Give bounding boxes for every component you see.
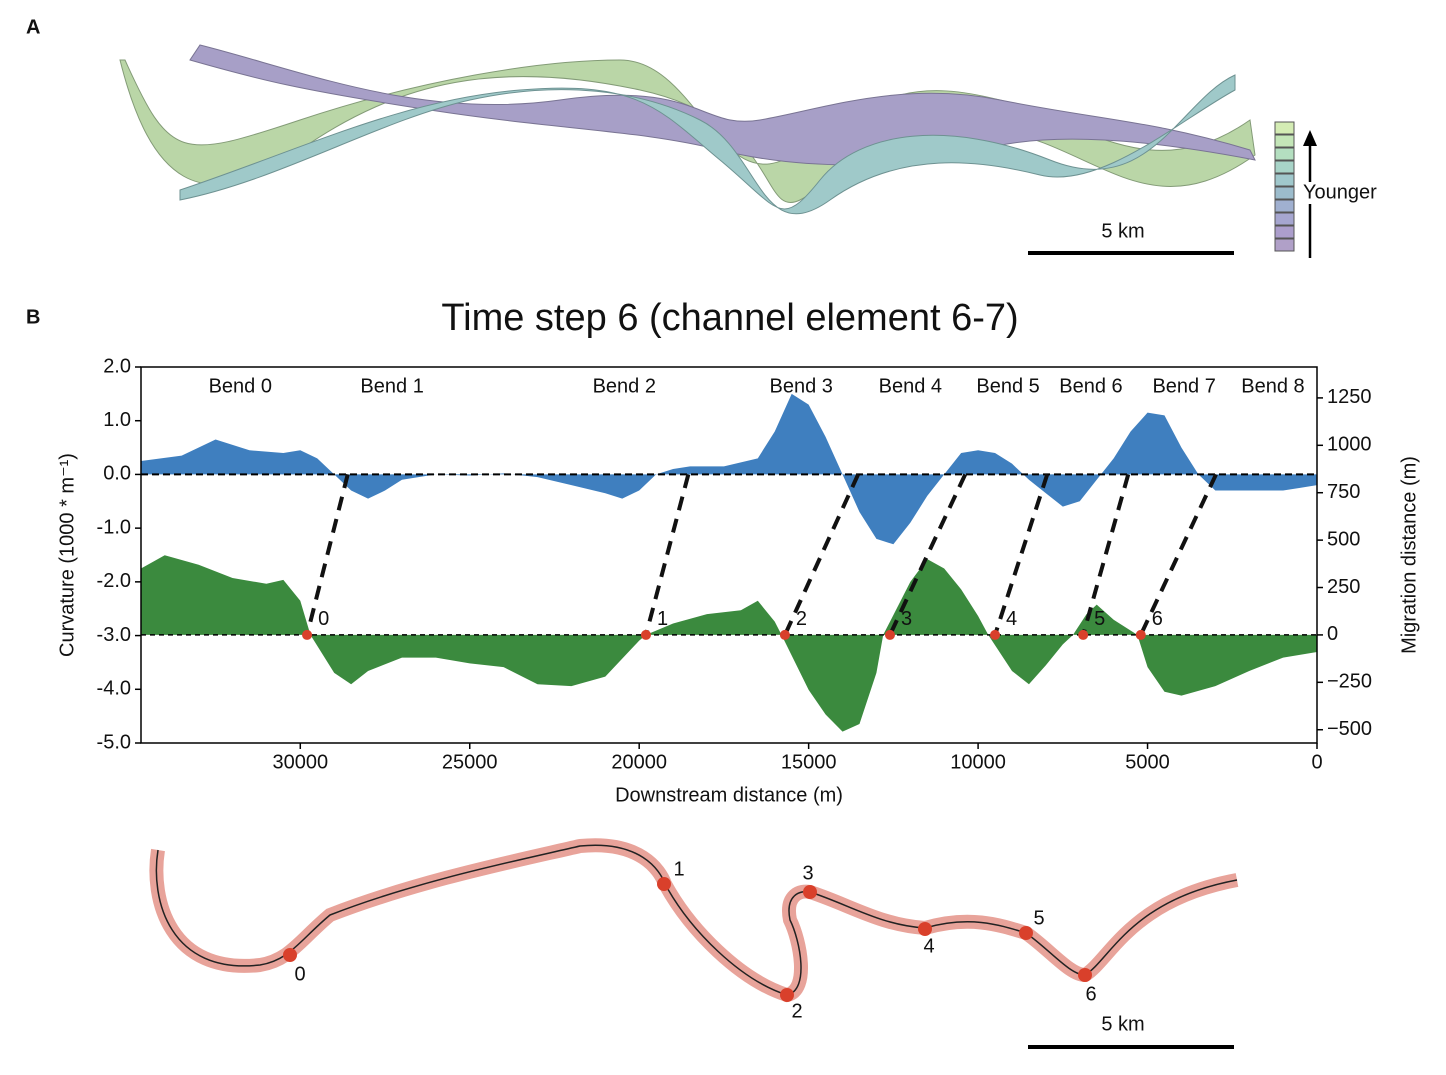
x-tick-label: 25000 <box>442 751 498 773</box>
y-tick-label: -2.0 <box>97 570 131 592</box>
y2-tick-label: 1000 <box>1327 434 1372 456</box>
y2-tick-label: −500 <box>1327 718 1372 740</box>
link-line <box>783 473 860 636</box>
inflection-point <box>884 629 895 640</box>
chart-title: Time step 6 (channel element 6-7) <box>441 297 1018 339</box>
point-label: 3 <box>802 862 813 884</box>
point-label: 5 <box>1094 608 1105 630</box>
link-line <box>888 473 968 636</box>
point-label: 0 <box>318 608 329 630</box>
point-label: 0 <box>294 963 305 985</box>
y-tick-label: 2.0 <box>103 355 131 377</box>
link-line <box>1081 473 1131 636</box>
point-label: 1 <box>657 608 668 630</box>
point-label: 4 <box>923 935 934 957</box>
point-label: 5 <box>1033 907 1044 929</box>
y-tick-label: 1.0 <box>103 409 131 431</box>
y-axis-label: Curvature (1000 * m⁻¹) <box>56 453 78 657</box>
y2-tick-label: 0 <box>1327 623 1338 645</box>
plot-frame <box>140 366 1318 744</box>
y2-tick-label: −250 <box>1327 671 1372 693</box>
point-label: 3 <box>901 608 912 630</box>
legend-text: Younger <box>1303 181 1377 203</box>
bend-label: Bend 6 <box>1059 375 1122 397</box>
link-line <box>993 473 1050 636</box>
y-tick-label: 0.0 <box>103 463 131 485</box>
bend-label: Bend 2 <box>593 375 656 397</box>
point-label: 4 <box>1006 608 1017 630</box>
y2-axis-label: Migration distance (m) <box>1398 456 1420 654</box>
y2-tick-label: 250 <box>1327 576 1360 598</box>
link-line <box>1138 473 1218 636</box>
y2-tick-label: 750 <box>1327 481 1360 503</box>
bend-label: Bend 4 <box>879 375 942 397</box>
inflection-point <box>779 629 790 640</box>
x-tick-label: 5000 <box>1125 751 1170 773</box>
point-label: 2 <box>791 1000 802 1022</box>
scale-bar-label: 5 km <box>1101 1013 1144 1035</box>
x-tick-label: 0 <box>1311 751 1322 773</box>
inflection-point <box>302 629 313 640</box>
channel-planform <box>149 838 1239 1003</box>
inflection-point <box>1078 629 1089 640</box>
inflection-point <box>640 629 651 640</box>
bend-label: Bend 3 <box>769 375 832 397</box>
bend-label: Bend 8 <box>1241 375 1304 397</box>
bend-label: Bend 1 <box>360 375 423 397</box>
scale-bar-label: 5 km <box>1101 220 1144 242</box>
y-tick-label: -1.0 <box>97 516 131 538</box>
y2-tick-label: 500 <box>1327 528 1360 550</box>
y2-tick-label: 1250 <box>1327 386 1372 408</box>
x-tick-label: 20000 <box>611 751 667 773</box>
panel-label: A <box>26 16 40 38</box>
point-label: 6 <box>1152 608 1163 630</box>
area <box>141 393 1317 545</box>
y-tick-label: -3.0 <box>97 624 131 646</box>
link-line <box>644 473 691 636</box>
plot-area: 0 1 2 3 4 5 6 Bend 0 Bend 1 Bend 2 Bend 3 Bend 4 Ben… <box>97 355 1373 773</box>
bend-label: Bend 5 <box>976 375 1039 397</box>
x-tick-label: 10000 <box>950 751 1006 773</box>
inflection-point <box>1135 629 1146 640</box>
bend-label: Bend 0 <box>209 375 272 397</box>
surface-render <box>119 44 1256 215</box>
age-legend: Younger <box>1274 121 1400 258</box>
point-label: 2 <box>796 608 807 630</box>
point-label: 6 <box>1085 983 1096 1005</box>
point-label: 1 <box>673 858 684 880</box>
y-tick-label: -4.0 <box>97 678 131 700</box>
panel-label: B <box>26 306 40 328</box>
bend-label: Bend 7 <box>1152 375 1215 397</box>
link-line <box>305 473 350 636</box>
x-tick-label: 30000 <box>272 751 328 773</box>
x-tick-label: 15000 <box>781 751 837 773</box>
inflection-point <box>990 629 1001 640</box>
area <box>141 555 1317 732</box>
y-tick-label: -5.0 <box>97 731 131 753</box>
x-axis-label: Downstream distance (m) <box>615 784 843 806</box>
